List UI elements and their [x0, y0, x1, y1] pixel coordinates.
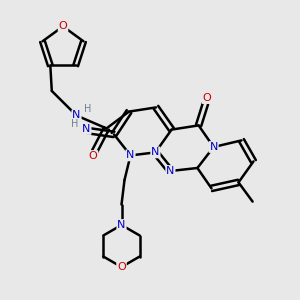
Text: N: N	[72, 110, 81, 121]
Text: O: O	[117, 262, 126, 272]
Text: N: N	[166, 166, 175, 176]
Text: O: O	[58, 21, 68, 32]
Text: H: H	[84, 104, 92, 114]
Text: N: N	[82, 124, 91, 134]
Text: N: N	[151, 147, 160, 158]
Text: O: O	[202, 93, 211, 103]
Text: N: N	[209, 142, 218, 152]
Text: N: N	[126, 150, 135, 161]
Text: H: H	[71, 119, 78, 129]
Text: O: O	[88, 151, 98, 161]
Text: N: N	[117, 220, 126, 230]
